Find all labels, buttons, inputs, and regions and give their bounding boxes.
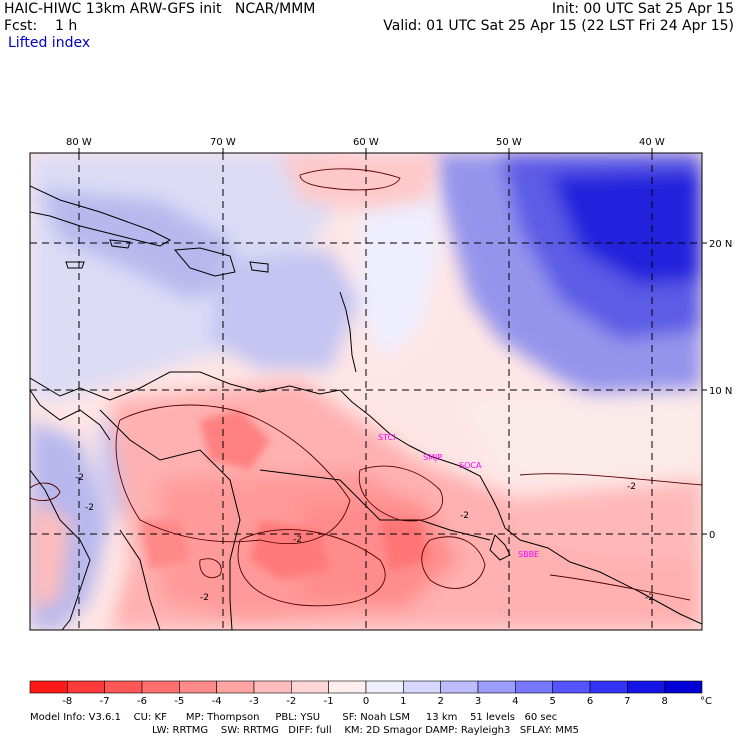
field-name: Lifted index — [8, 35, 91, 51]
colorbar-box — [552, 680, 591, 694]
forecast-hour: Fcst: 1 h — [4, 18, 78, 34]
colorbar-label: 6 — [586, 696, 594, 707]
colorbar-box — [141, 680, 180, 694]
contour-label: -2 — [460, 511, 469, 521]
lat-label: 0 — [709, 530, 715, 541]
lon-label: 80 W — [66, 137, 92, 148]
colorbar-box — [179, 680, 217, 694]
station-label: SOCA — [459, 461, 482, 470]
valid-time: Valid: 01 UTC Sat 25 Apr 15 (22 LST Fri … — [383, 18, 734, 34]
colorbar-label: 1 — [400, 696, 407, 707]
contour-label: -2 — [200, 593, 209, 603]
colorbar-box — [291, 680, 329, 694]
model-info-line2: LW: RRTMG SW: RRTMG DIFF: full KM: 2D Sm… — [152, 725, 579, 736]
colorbar-box — [67, 680, 105, 694]
colorbar-label: 4 — [512, 696, 519, 707]
contours — [30, 168, 702, 607]
contour-label: -2 — [293, 535, 302, 545]
colorbar-label: -3 — [249, 696, 259, 707]
init-time: Init: 00 UTC Sat 25 Apr 15 — [551, 1, 734, 17]
station-label: STCI — [378, 433, 395, 442]
contour-label: -2 — [85, 503, 94, 513]
colorbar — [29, 680, 703, 694]
colorbar-label: -8 — [62, 696, 73, 707]
lifted-index-field: -2 -2 -2 -2 -2 -2 -2 STCI SMJP SOCA SBBE — [30, 153, 702, 630]
colorbar-label: 5 — [549, 696, 556, 707]
colorbar-box — [589, 680, 628, 694]
colorbar-box — [627, 680, 665, 694]
contour-label: -2 — [75, 473, 84, 483]
colorbar-label: -4 — [211, 696, 222, 707]
colorbar-label: -6 — [137, 696, 147, 707]
colorbar-label: 7 — [624, 696, 631, 707]
colorbar-unit: °C — [700, 696, 712, 707]
model-info-line1: Model Info: V3.6.1 CU: KF MP: Thompson P… — [30, 712, 558, 723]
colorbar-label: -7 — [99, 696, 110, 707]
coastlines — [30, 185, 702, 630]
colorbar-label: -5 — [174, 696, 185, 707]
colorbar-label: -2 — [286, 696, 297, 707]
station-label: SBBE — [518, 550, 539, 559]
colorbar-label: 0 — [362, 696, 370, 707]
colorbar-box — [29, 680, 68, 694]
station-label: SMJP — [423, 453, 442, 462]
lat-label: 10 N — [709, 386, 732, 397]
colorbar-box — [664, 680, 703, 694]
colorbar-box — [253, 680, 292, 694]
contour-label: -2 — [645, 593, 654, 603]
contour-label: -2 — [627, 482, 636, 492]
model-title: HAIC-HIWC 13km ARW-GFS init NCAR/MMM — [4, 1, 316, 17]
colorbar-box — [365, 680, 404, 694]
colorbar-label: 2 — [437, 696, 444, 707]
lon-label: 40 W — [639, 137, 665, 148]
colorbar-box — [440, 680, 479, 694]
colorbar-label: 8 — [661, 696, 668, 707]
colorbar-box — [515, 680, 553, 694]
lat-label: 20 N — [709, 239, 732, 250]
colorbar-label: -1 — [323, 696, 334, 707]
lon-label: 50 W — [496, 137, 522, 148]
colorbar-box — [216, 680, 255, 694]
colorbar-box — [104, 680, 143, 694]
lon-label: 60 W — [353, 137, 379, 148]
colorbar-label: 3 — [474, 696, 482, 707]
colorbar-box — [477, 680, 516, 694]
colorbar-box — [328, 680, 367, 694]
lon-label: 70 W — [210, 137, 236, 148]
colorbar-box — [403, 680, 441, 694]
